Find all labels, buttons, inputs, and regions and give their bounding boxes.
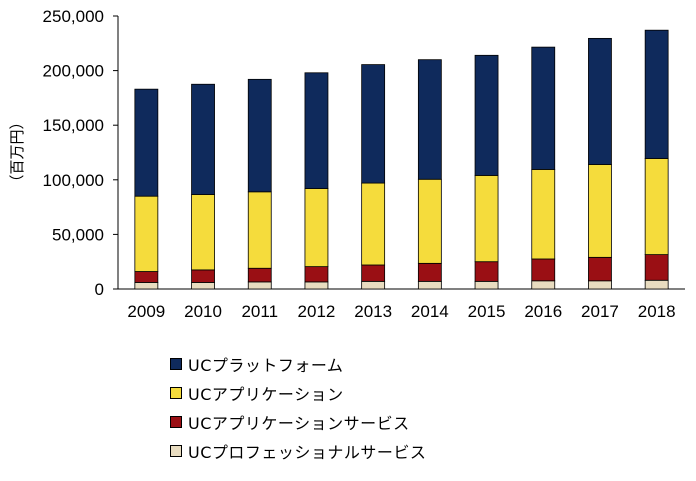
x-tick-label: 2014 [411,302,449,321]
bar-segment [247,78,272,193]
bar-segment [361,280,386,290]
bar-segment [304,266,329,283]
legend-label: UCプラットフォーム [188,355,344,375]
bar-segment [644,279,669,290]
legend-label: UCプロフェッショナルサービス [188,442,427,462]
bar-segment [247,267,272,283]
bar-segment [474,261,499,282]
bar-segment [361,182,386,266]
legend-item: UCアプリケーションサービス [170,409,426,434]
stacked-bar-chart: 0 50,000 100,000 150,000 200,000 250,000 2009… [8,7,685,321]
bar-segment [588,164,612,258]
x-tick-label: 2011 [241,302,278,321]
y-tick-label: 150,000 [43,116,104,135]
x-tick-label: 2009 [127,302,165,321]
legend-swatch [170,357,182,370]
bar-segment [134,195,159,272]
bar-segment [304,72,329,189]
bar-segment [474,54,499,176]
y-tick-label: 250,000 [43,7,104,26]
y-tick-label: 0 [95,280,104,299]
bar-segment [191,282,215,290]
y-axis-label: （百万円） [8,114,26,189]
x-tick-label: 2012 [298,302,336,321]
bar-segment [644,29,669,159]
x-tick-label: 2015 [468,302,506,321]
y-tick-label: 200,000 [43,62,104,81]
legend-swatch [170,444,182,457]
legend-item: UCプラットフォーム [170,351,426,376]
legend: UCプラットフォーム UCアプリケーション UCアプリケーションサービス UCプロフェ… [170,351,426,467]
bar-segment [474,175,499,263]
bar-segment [134,88,159,197]
bar-segment [247,281,272,290]
y-tick-label: 100,000 [43,171,104,190]
bar-segment [417,178,442,264]
x-axis: 2009 2010 2011 2012 2013 2014 2015 2016 2017 2018 [118,288,685,321]
bar-segment [588,37,612,165]
legend-swatch [170,386,182,399]
x-tick-label: 2010 [184,302,222,321]
bar-segment [588,256,612,282]
bar-segment [304,281,329,290]
bar-segment [361,64,386,184]
bar-segment [417,59,442,180]
bar-segment [531,169,556,260]
bar-segment [417,280,442,290]
bar-segment [191,194,215,271]
bars [134,29,669,290]
x-tick-label: 2017 [581,302,619,321]
x-tick-label: 2016 [524,302,562,321]
bar-segment [531,280,556,290]
bar-segment [417,262,442,282]
bar-segment [531,258,556,282]
bar-segment [588,280,612,290]
bar-segment [191,269,215,283]
legend-label: UCアプリケーション [188,384,344,404]
bar-segment [644,158,669,256]
legend-item: UCアプリケーション [170,380,426,405]
bar-segment [304,188,329,268]
x-tick-label: 2018 [638,302,676,321]
y-axis: 0 50,000 100,000 150,000 200,000 250,000 [43,7,119,299]
bar-segment [247,191,272,269]
bar-segment [191,83,215,195]
bar-segment [134,282,159,290]
x-tick-label: 2013 [354,302,392,321]
bar-segment [644,254,669,281]
bar-segment [134,271,159,283]
bar-segment [531,46,556,170]
bar-segment [361,264,386,282]
y-tick-label: 50,000 [52,225,104,244]
legend-item: UCプロフェッショナルサービス [170,438,426,463]
legend-label: UCアプリケーションサービス [188,413,410,433]
legend-swatch [170,415,182,428]
bar-segment [474,280,499,290]
